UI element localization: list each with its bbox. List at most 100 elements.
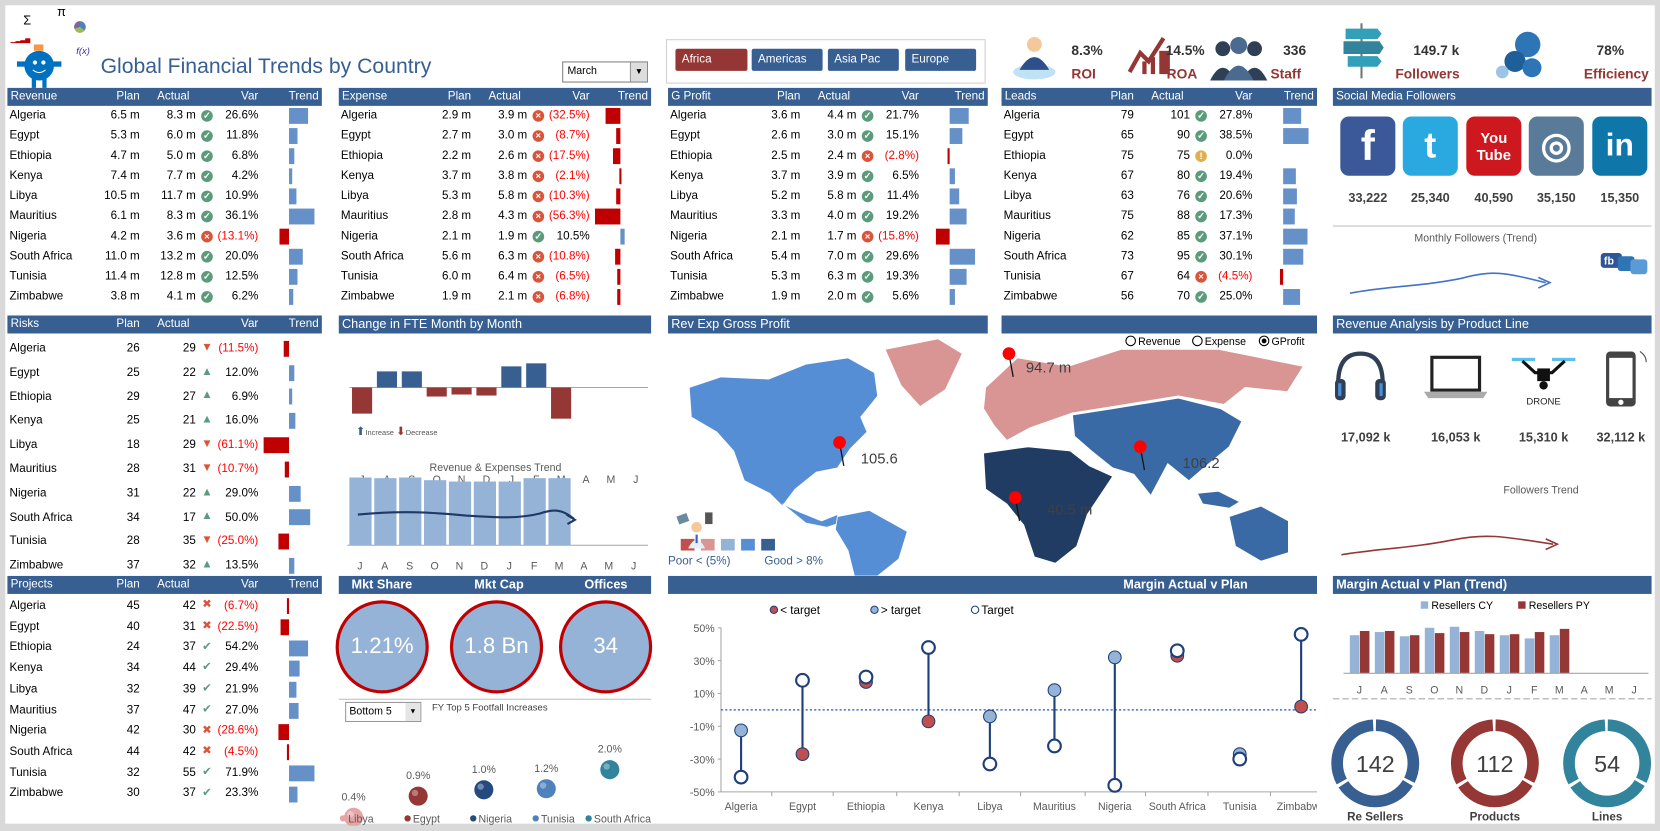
variance-value: 36.1% <box>225 209 259 223</box>
kpi-label-staff: Staff <box>1270 65 1302 82</box>
kpi-value-roi: 8.3% <box>1071 42 1103 59</box>
rev-exp-month-label: M <box>555 561 564 573</box>
check-circle-icon: ✓ <box>861 110 874 122</box>
instagram-icon[interactable]: ◎ <box>1528 116 1584 176</box>
check-circle-icon: ✓ <box>1195 130 1207 142</box>
trend-bar <box>936 228 950 245</box>
headphones-icon <box>1332 349 1400 413</box>
month-label: A <box>1581 684 1589 696</box>
country-name: Nigeria <box>9 486 47 500</box>
product-revenue-value: 15,310 k <box>1518 429 1569 445</box>
actual-value: 39 <box>182 682 196 696</box>
reseller-bar <box>1499 635 1510 674</box>
x-circle-icon: × <box>532 271 545 283</box>
variance-value: 38.5% <box>1219 129 1253 142</box>
actual-marker <box>921 714 936 729</box>
variance-value: 23.3% <box>225 786 259 800</box>
country-name: Egypt <box>670 129 700 142</box>
check-circle-icon: ✓ <box>861 130 874 142</box>
twitter-icon[interactable]: t <box>1402 116 1458 176</box>
youtube-icon[interactable]: You Tube <box>1466 116 1522 176</box>
rev-exp-month-label: O <box>430 561 438 573</box>
legend-label: Target <box>981 604 1014 617</box>
chevron-down-icon[interactable]: ▼ <box>629 62 647 82</box>
actual-value: 22 <box>182 366 196 379</box>
bubble-highlight <box>539 782 547 789</box>
radio-expense[interactable]: Expense <box>1192 335 1247 349</box>
actual-value: 6.3 m <box>498 249 528 263</box>
linkedin-icon[interactable]: in <box>1592 116 1648 176</box>
check-icon: ✔ <box>202 702 212 716</box>
triangle-up-icon: ▲ <box>201 485 213 499</box>
plan-value: 40 <box>126 620 140 633</box>
variance-value: (22.5%) <box>217 620 259 633</box>
plan-value: 42 <box>126 724 140 738</box>
country-name: Algeria <box>340 109 378 122</box>
month-select[interactable]: March ▼ <box>562 61 648 83</box>
triangle-down-icon: ▼ <box>201 340 213 354</box>
column-header-actual: Actual <box>157 317 190 331</box>
country-name: Zimbabwe <box>340 290 395 303</box>
bottom-n-select[interactable]: Bottom 5 ▼ <box>345 701 422 723</box>
radio-gprofit[interactable]: GProfit <box>1258 335 1304 348</box>
column-header-name: Leads <box>1004 89 1037 103</box>
pin-label-europe: 94.7 m <box>1026 361 1071 377</box>
column-header-trend: Trend <box>288 578 319 591</box>
reseller-bar <box>1349 635 1360 674</box>
multitasking-person-icon <box>676 512 713 549</box>
check-icon: ✔ <box>202 661 212 674</box>
column-header-plan: Plan <box>777 89 801 103</box>
column-header-var: Var <box>241 317 259 331</box>
facebook-icon[interactable]: f <box>1340 116 1396 176</box>
actual-value: 27 <box>182 390 196 403</box>
donut-value: 142 <box>1356 751 1395 777</box>
table-row: South Africa 5.4 m 7.0 m ✓ 29.6% <box>668 247 988 267</box>
plan-value: 11.4 m <box>105 269 140 283</box>
legend-label: Resellers CY <box>1431 600 1493 612</box>
variance-value: 37.1% <box>1219 229 1253 243</box>
map-header-right <box>1001 315 1318 334</box>
triangle-down-icon: ▼ <box>201 533 213 547</box>
trend-bar <box>949 188 960 205</box>
column-header-actual: Actual <box>488 89 521 103</box>
legend-good: Good > 8% <box>764 554 823 568</box>
radio-label: Revenue <box>1138 336 1181 349</box>
region-button-europe[interactable]: Europe <box>905 48 977 71</box>
table-row: Zimbabwe 1.9 m 2.1 m × (6.8%) <box>339 287 651 307</box>
country-name: Egypt <box>9 129 40 142</box>
plan-value: 18 <box>126 438 140 452</box>
trend-bar <box>289 558 295 574</box>
actual-value: 37 <box>182 640 196 654</box>
radio-revenue[interactable]: Revenue <box>1125 335 1181 349</box>
country-name: Tunisia <box>9 766 47 779</box>
x-circle-icon: × <box>532 130 545 142</box>
legend-label: Nigeria <box>479 814 513 826</box>
rev-exp-month-label: S <box>406 561 413 573</box>
target-marker <box>982 756 998 772</box>
plan-value: 5.6 m <box>441 249 472 263</box>
legend-increase: Increase <box>365 429 394 438</box>
table-row: Libya 32 39 ✔ 21.9% <box>7 679 321 700</box>
table-row: Algeria 26 29 ▼ (11.5%) <box>7 337 321 361</box>
trend-bar <box>619 168 622 185</box>
table-row: Algeria 3.6 m 4.4 m ✓ 21.7% <box>668 106 988 126</box>
rev-exp-bar <box>498 481 521 546</box>
column-header-plan: Plan <box>1110 89 1134 103</box>
chevron-down-icon[interactable]: ▼ <box>405 702 421 721</box>
region-button-asia-pac[interactable]: Asia Pac <box>827 48 899 71</box>
function-icon: f(x) <box>76 45 90 57</box>
country-name: Mauritius <box>1003 209 1051 223</box>
mkt-cap-value: 1.8 Bn <box>464 634 529 659</box>
category-label: Kenya <box>913 801 943 813</box>
radio-label: Expense <box>1204 336 1247 349</box>
plan-value: 2.1 m <box>771 229 801 243</box>
footfall-bubble <box>408 786 428 806</box>
table-row: Egypt 2.6 m 3.0 m ✓ 15.1% <box>668 126 988 146</box>
column-header-name: Risks <box>10 317 40 331</box>
region-button-africa[interactable]: Africa <box>675 48 748 71</box>
region-button-americas[interactable]: Americas <box>751 48 823 71</box>
actual-value: 88 <box>1177 209 1190 223</box>
follower-count-twitter: 25,340 <box>1410 190 1450 206</box>
rev-exp-month-label: D <box>481 561 489 573</box>
column-header-trend: Trend <box>1283 89 1314 103</box>
